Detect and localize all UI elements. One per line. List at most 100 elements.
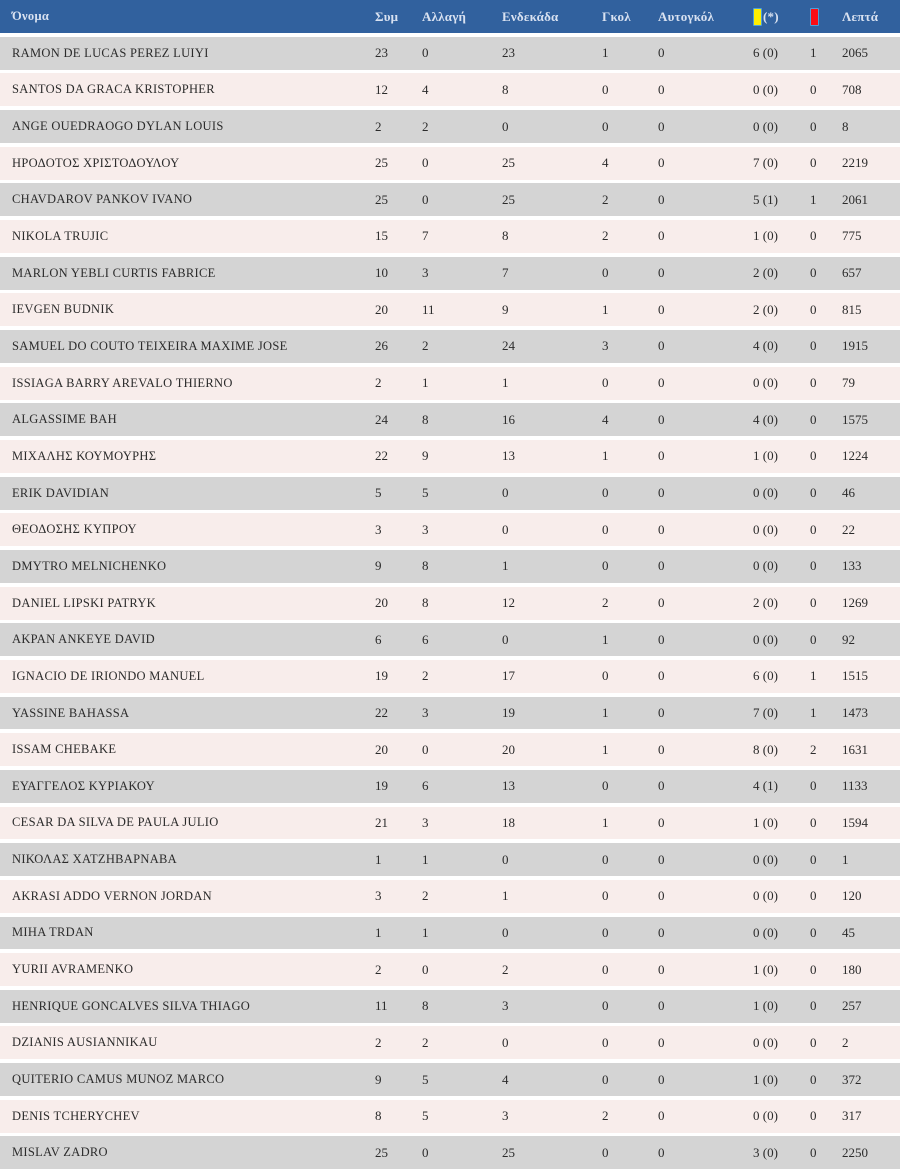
- table-row[interactable]: YASSINE BAHASSA 22 3 19 1 0 7 (0) 1 1473: [0, 696, 900, 730]
- red-cards-cell: 0: [810, 155, 817, 171]
- table-row[interactable]: ΗΡΟΔΟΤΟΣ ΧΡΙΣΤΟΔΟΥΛΟΥ 25 0 25 4 0 7 (0) …: [0, 146, 900, 180]
- starting-xi-cell: 17: [502, 668, 515, 684]
- table-row[interactable]: DANIEL LIPSKI PATRYK 20 8 12 2 0 2 (0) 0…: [0, 586, 900, 620]
- red-cards-cell: 1: [810, 191, 817, 207]
- player-name[interactable]: MISLAV ZADRO: [12, 1145, 108, 1160]
- table-row[interactable]: ISSAM CHEBAKE 20 0 20 1 0 8 (0) 2 1631: [0, 733, 900, 767]
- player-name[interactable]: ΝΙΚΟΛΑΣ ΧΑΤΖΗΒΑΡΝΑΒΑ: [12, 852, 177, 867]
- table-row[interactable]: SANTOS DA GRACA KRISTOPHER 12 4 8 0 0 0 …: [0, 73, 900, 107]
- goals-cell: 1: [602, 705, 609, 721]
- table-row[interactable]: AKRASI ADDO VERNON JORDAN 3 2 1 0 0 0 (0…: [0, 879, 900, 913]
- substitute-cell: 6: [422, 631, 429, 647]
- table-row[interactable]: DMYTRO MELNICHENKO 9 8 1 0 0 0 (0) 0 133: [0, 549, 900, 583]
- table-row[interactable]: ERIK DAVIDIAN 5 5 0 0 0 0 (0) 0 46: [0, 476, 900, 510]
- player-name[interactable]: DZIANIS AUSIANNIKAU: [12, 1035, 158, 1050]
- column-header-minutes[interactable]: Λεπτά: [842, 8, 879, 24]
- player-name[interactable]: ΕΥΑΓΓΕΛΟΣ ΚΥΡΙΑΚΟΥ: [12, 778, 155, 793]
- minutes-cell: 1515: [842, 668, 868, 684]
- player-name[interactable]: IGNACIO DE IRIONDO MANUEL: [12, 668, 205, 683]
- player-name[interactable]: CESAR DA SILVA DE PAULA JULIO: [12, 815, 219, 830]
- player-name[interactable]: MARLON YEBLI CURTIS FABRICE: [12, 265, 216, 280]
- goals-cell: 0: [602, 961, 609, 977]
- player-name[interactable]: AKRASI ADDO VERNON JORDAN: [12, 888, 212, 903]
- table-row[interactable]: SAMUEL DO COUTO TEIXEIRA MAXIME JOSE 26 …: [0, 330, 900, 363]
- player-name[interactable]: NIKOLA TRUJIC: [12, 228, 109, 243]
- goals-cell: 3: [602, 338, 609, 354]
- table-row[interactable]: MARLON YEBLI CURTIS FABRICE 10 3 7 0 0 2…: [0, 256, 900, 290]
- column-header-own-goals[interactable]: Αυτογκόλ: [658, 8, 715, 24]
- column-header-yellow-cards[interactable]: (*): [753, 7, 810, 26]
- yellow-cards-cell: 4 (0): [753, 411, 778, 427]
- player-name[interactable]: ΘΕΟΔΟΣΗΣ ΚΥΠΡΟΥ: [12, 522, 137, 537]
- player-name[interactable]: YURII AVRAMENKO: [12, 962, 134, 977]
- table-row[interactable]: ΕΥΑΓΓΕΛΟΣ ΚΥΡΙΑΚΟΥ 19 6 13 0 0 4 (1) 0 1…: [0, 769, 900, 803]
- own-goals-cell: 0: [658, 595, 665, 611]
- table-row[interactable]: NIKOLA TRUJIC 15 7 8 2 0 1 (0) 0 775: [0, 220, 900, 253]
- table-row[interactable]: ΜΙΧΑΛΗΣ ΚΟΥΜΟΥΡΗΣ 22 9 13 1 0 1 (0) 0 12…: [0, 439, 900, 473]
- player-name[interactable]: IEVGEN BUDNIK: [12, 302, 115, 317]
- yellow-cards-cell: 8 (0): [753, 741, 778, 757]
- own-goals-cell: 0: [658, 81, 665, 97]
- yellow-cards-cell: 0 (0): [753, 485, 778, 501]
- player-name[interactable]: ISSAM CHEBAKE: [12, 742, 117, 757]
- yellow-cards-cell: 2 (0): [753, 265, 778, 281]
- column-header-red-cards[interactable]: [810, 7, 842, 26]
- yellow-cards-cell: 0 (0): [753, 888, 778, 904]
- player-name[interactable]: DMYTRO MELNICHENKO: [12, 558, 167, 573]
- red-cards-cell: 1: [810, 45, 817, 61]
- red-card-icon: [810, 7, 819, 26]
- appearances-cell: 12: [375, 81, 388, 97]
- starting-xi-cell: 16: [502, 411, 515, 427]
- player-name[interactable]: SANTOS DA GRACA KRISTOPHER: [12, 82, 215, 97]
- player-name[interactable]: ΜΙΧΑΛΗΣ ΚΟΥΜΟΥΡΗΣ: [12, 448, 157, 463]
- table-row[interactable]: CESAR DA SILVA DE PAULA JULIO 21 3 18 1 …: [0, 806, 900, 840]
- goals-cell: 0: [602, 265, 609, 281]
- table-row[interactable]: MIHA TRDAN 1 1 0 0 0 0 (0) 0 45: [0, 916, 900, 950]
- starting-xi-cell: 13: [502, 778, 515, 794]
- table-row[interactable]: IGNACIO DE IRIONDO MANUEL 19 2 17 0 0 6 …: [0, 659, 900, 693]
- player-name[interactable]: CHAVDAROV PANKOV IVANO: [12, 192, 193, 207]
- table-row[interactable]: ANGE OUEDRAOGO DYLAN LOUIS 2 2 0 0 0 0 (…: [0, 110, 900, 143]
- player-name[interactable]: ERIK DAVIDIAN: [12, 485, 110, 500]
- table-row[interactable]: ΘΕΟΔΟΣΗΣ ΚΥΠΡΟΥ 3 3 0 0 0 0 (0) 0 22: [0, 513, 900, 547]
- player-name[interactable]: ANGE OUEDRAOGO DYLAN LOUIS: [12, 119, 224, 134]
- own-goals-cell: 0: [658, 521, 665, 537]
- column-header-appearances[interactable]: Συμ: [375, 8, 399, 24]
- player-name[interactable]: AKPAN ANKEYE DAVID: [12, 632, 155, 647]
- column-header-starting-xi[interactable]: Ενδεκάδα: [502, 8, 559, 24]
- table-row[interactable]: ALGASSIME BAH 24 8 16 4 0 4 (0) 0 1575: [0, 403, 900, 437]
- player-name[interactable]: SAMUEL DO COUTO TEIXEIRA MAXIME JOSE: [12, 338, 288, 353]
- player-name[interactable]: ALGASSIME BAH: [12, 412, 117, 427]
- player-name[interactable]: ISSIAGA BARRY AREVALO THIERNO: [12, 375, 233, 390]
- starting-xi-cell: 0: [502, 1034, 509, 1050]
- table-row[interactable]: CHAVDAROV PANKOV IVANO 25 0 25 2 0 5 (1)…: [0, 183, 900, 217]
- column-header-goals[interactable]: Γκολ: [602, 8, 631, 24]
- column-header-name[interactable]: Όνομα: [12, 9, 50, 23]
- red-cards-cell: 0: [810, 228, 817, 244]
- table-row[interactable]: DENIS TCHERYCHEV 8 5 3 2 0 0 (0) 0 317: [0, 1099, 900, 1133]
- table-row[interactable]: ΝΙΚΟΛΑΣ ΧΑΤΖΗΒΑΡΝΑΒΑ 1 1 0 0 0 0 (0) 0 1: [0, 843, 900, 877]
- table-row[interactable]: DZIANIS AUSIANNIKAU 2 2 0 0 0 0 (0) 0 2: [0, 1026, 900, 1060]
- table-row[interactable]: AKPAN ANKEYE DAVID 6 6 0 1 0 0 (0) 0 92: [0, 623, 900, 657]
- player-name[interactable]: ΗΡΟΔΟΤΟΣ ΧΡΙΣΤΟΔΟΥΛΟΥ: [12, 155, 180, 170]
- player-name[interactable]: DENIS TCHERYCHEV: [12, 1108, 140, 1123]
- table-row[interactable]: QUITERIO CAMUS MUNOZ MARCO 9 5 4 0 0 1 (…: [0, 1063, 900, 1097]
- player-name[interactable]: DANIEL LIPSKI PATRYK: [12, 595, 156, 610]
- table-row[interactable]: YURII AVRAMENKO 2 0 2 0 0 1 (0) 0 180: [0, 953, 900, 987]
- player-name[interactable]: HENRIQUE GONCALVES SILVA THIAGO: [12, 998, 251, 1013]
- substitute-cell: 7: [422, 228, 429, 244]
- table-row[interactable]: IEVGEN BUDNIK 20 11 9 1 0 2 (0) 0 815: [0, 293, 900, 327]
- appearances-cell: 9: [375, 558, 382, 574]
- appearances-cell: 22: [375, 448, 388, 464]
- table-row[interactable]: ISSIAGA BARRY AREVALO THIERNO 2 1 1 0 0 …: [0, 366, 900, 400]
- own-goals-cell: 0: [658, 485, 665, 501]
- column-header-substitute[interactable]: Αλλαγή: [422, 8, 467, 24]
- player-name[interactable]: RAMON DE LUCAS PEREZ LUIYI: [12, 45, 209, 60]
- table-row[interactable]: MISLAV ZADRO 25 0 25 0 0 3 (0) 0 2250: [0, 1136, 900, 1170]
- table-row[interactable]: RAMON DE LUCAS PEREZ LUIYI 23 0 23 1 0 6…: [0, 36, 900, 70]
- player-name[interactable]: MIHA TRDAN: [12, 925, 94, 940]
- player-name[interactable]: QUITERIO CAMUS MUNOZ MARCO: [12, 1072, 225, 1087]
- player-name[interactable]: YASSINE BAHASSA: [12, 705, 130, 720]
- table-row[interactable]: HENRIQUE GONCALVES SILVA THIAGO 11 8 3 0…: [0, 989, 900, 1023]
- minutes-cell: 180: [842, 961, 862, 977]
